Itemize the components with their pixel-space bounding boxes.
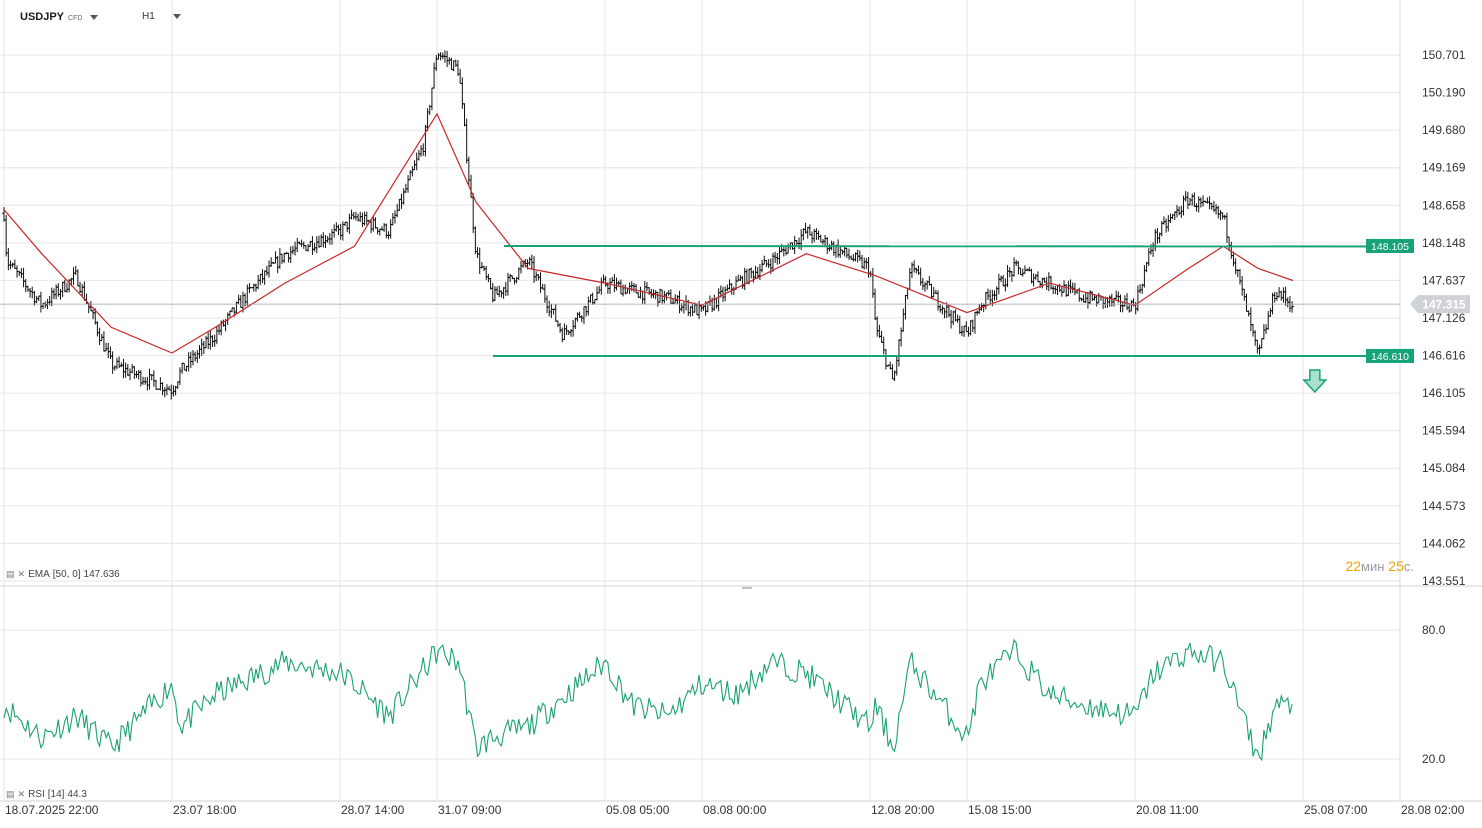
- symbol-label: USDJPY: [20, 11, 65, 23]
- ema-line: [3, 112, 1293, 354]
- rsi-value: 44.3: [67, 789, 87, 800]
- y-tick-label: 145.084: [1422, 461, 1466, 475]
- instrument-type-label: CFD: [68, 14, 83, 22]
- rsi-tick-label: 80.0: [1422, 623, 1446, 637]
- x-tick-label: 12.08 20:00: [871, 803, 935, 817]
- close-icon[interactable]: ✕: [17, 789, 26, 799]
- candle-countdown: 22мин 25с.: [1345, 558, 1414, 574]
- arrow-down-icon: [1302, 369, 1328, 394]
- y-tick-label: 146.105: [1422, 386, 1466, 400]
- countdown-seconds: 25: [1388, 558, 1404, 574]
- ema-params: [50, 0]: [52, 569, 81, 580]
- current-price-label: 147.315: [1422, 298, 1466, 312]
- chevron-down-icon: [172, 14, 181, 19]
- list-icon[interactable]: ▤: [6, 789, 15, 799]
- ema-label: EMA: [28, 569, 50, 580]
- y-tick-label: 148.658: [1422, 198, 1466, 212]
- y-tick-label: 149.680: [1422, 123, 1466, 137]
- symbol-selector[interactable]: USDJPY CFD: [20, 11, 99, 23]
- y-tick-label: 149.169: [1422, 161, 1466, 175]
- current-price-badge: [1410, 295, 1470, 314]
- level-price-badge: [1366, 238, 1414, 253]
- countdown-minutes-unit: мин: [1361, 559, 1385, 574]
- x-tick-label: 05.08 05:00: [606, 803, 670, 817]
- y-tick-label: 150.190: [1422, 86, 1466, 100]
- y-tick-label: 146.616: [1422, 349, 1466, 363]
- chevron-down-icon: [90, 14, 99, 20]
- y-tick-label: 145.594: [1422, 424, 1466, 438]
- x-tick-label: 20.08 11:00: [1136, 803, 1199, 817]
- rsi-tick-label: 20.0: [1422, 752, 1446, 766]
- list-icon[interactable]: ▤: [6, 569, 15, 579]
- y-tick-label: 144.062: [1422, 536, 1466, 550]
- countdown-seconds-unit: с.: [1403, 559, 1414, 574]
- timeframe-selector[interactable]: H1: [142, 11, 181, 22]
- y-tick-label: 150.701: [1422, 48, 1466, 62]
- level-price-label: 146.610: [1371, 351, 1409, 363]
- x-tick-label: 18.07.2025 22:00: [5, 803, 99, 817]
- rsi-params: [14]: [47, 789, 65, 800]
- rsi-line: [3, 638, 1293, 762]
- x-tick-label: 25.08 07:00: [1304, 803, 1368, 817]
- y-tick-label: 147.637: [1422, 273, 1466, 287]
- y-tick-label: 147.126: [1422, 311, 1466, 325]
- x-tick-label: 08.08 00:00: [703, 803, 767, 817]
- level-price-label: 148.105: [1371, 241, 1409, 253]
- level-price-badge: [1366, 348, 1414, 363]
- rsi-label: RSI: [28, 789, 45, 800]
- ema-legend: ▤ ✕ EMA [50, 0] 147.636: [6, 569, 120, 580]
- timeframe-label: H1: [142, 11, 155, 22]
- rsi-legend: ▤ ✕ RSI [14] 44.3: [6, 789, 87, 800]
- x-tick-label: 15.08 15:00: [968, 803, 1032, 817]
- x-tick-label: 31.07 09:00: [438, 803, 502, 817]
- x-tick-label: 23.07 18:00: [173, 803, 237, 817]
- support-resistance-line[interactable]: [503, 244, 1413, 248]
- price-bars: [2, 50, 1295, 400]
- close-icon[interactable]: ✕: [17, 569, 26, 579]
- y-tick-label: 144.573: [1422, 499, 1466, 513]
- x-tick-label: 28.08 02:00: [1401, 803, 1465, 817]
- y-tick-label: 143.551: [1422, 574, 1466, 588]
- countdown-minutes: 22: [1345, 558, 1362, 574]
- x-tick-label: 28.07 14:00: [341, 803, 405, 817]
- y-tick-label: 148.148: [1422, 236, 1466, 250]
- ema-value: 147.636: [83, 569, 120, 580]
